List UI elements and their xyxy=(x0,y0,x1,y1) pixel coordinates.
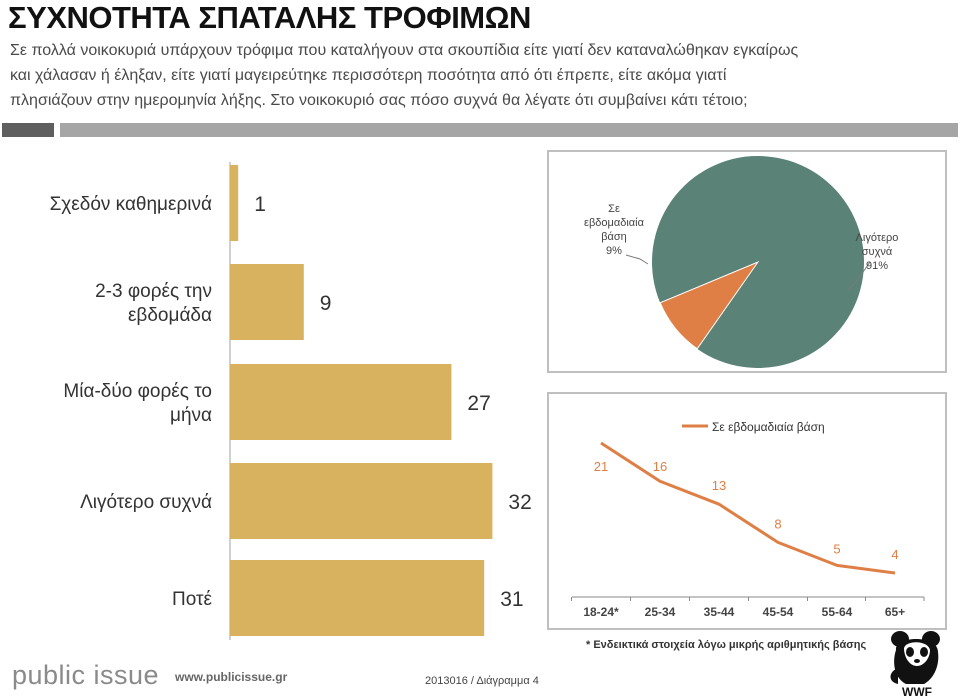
line-x-tick-label: 18-24* xyxy=(583,605,619,619)
pie-slice-label: εβδομαδιαία xyxy=(584,217,645,229)
header-rule-light xyxy=(60,123,958,137)
line-data-label: 8 xyxy=(774,516,781,531)
bar-value-label: 27 xyxy=(467,392,490,415)
line-data-label: 4 xyxy=(891,547,898,562)
line-data-label: 21 xyxy=(594,459,608,474)
footnote: * Ενδεικτικά στοιχεία λόγω μικρής αριθμη… xyxy=(586,639,867,651)
bar-category-label: μήνα xyxy=(170,405,212,426)
bar-category-label: Ποτέ xyxy=(172,589,213,610)
pie-leader-line xyxy=(847,261,871,291)
logo-wwf-text: WWF xyxy=(902,685,932,698)
line-x-tick-label: 65+ xyxy=(885,605,905,619)
bar-category-label: Λιγότερο συχνά xyxy=(80,492,212,513)
pie-slice-label: βάση xyxy=(601,231,627,243)
line-x-tick-label: 25-34 xyxy=(645,605,676,619)
page-title: ΣΥΧΝΟΤΗΤΑ ΣΠΑΤΑΛΗΣ ΤΡΟΦΙΜΩΝ xyxy=(8,0,531,35)
question-text: Σε πολλά νοικοκυριά υπάρχουν τρόφιμα που… xyxy=(10,38,930,113)
line-legend-label: Σε εβδομαδιαία βάση xyxy=(712,420,825,434)
bar-5 xyxy=(230,560,485,636)
line-data-label: 16 xyxy=(653,459,667,474)
bar-category-label: 2-3 φορές την xyxy=(95,281,212,302)
bar-value-label: 9 xyxy=(320,292,332,315)
bar-value-label: 31 xyxy=(500,588,523,611)
bar-category-label: εβδομάδα xyxy=(128,305,212,326)
line-x-tick-label: 45-54 xyxy=(763,605,794,619)
bar-4 xyxy=(230,463,493,539)
pie-percent-label: 91% xyxy=(866,260,888,272)
line-x-tick-label: 35-44 xyxy=(704,605,735,619)
bar-value-label: 32 xyxy=(508,491,531,514)
pie-leader-line xyxy=(625,254,649,265)
pie-slice-label: Λιγότερο xyxy=(856,232,899,244)
brand-logo: public issue xyxy=(12,660,160,690)
question-line: Σε πολλά νοικοκυριά υπάρχουν τρόφιμα που… xyxy=(10,42,799,59)
line-data-label: 13 xyxy=(712,478,726,493)
bar-2 xyxy=(230,264,304,340)
line-frame xyxy=(547,392,947,630)
panda-logo-icon: WWF xyxy=(890,631,940,698)
brand-url[interactable]: www.publicissue.gr xyxy=(175,670,288,684)
chart-code: 2013016 / Διάγραμμα 4 xyxy=(425,675,539,687)
question-line: πλησιάζουν στην ημερομηνία λήξης. Στο νο… xyxy=(10,92,748,109)
line-x-tick-label: 55-64 xyxy=(822,605,853,619)
bar-category-label: Μία-δύο φορές το xyxy=(63,381,212,402)
question-line: και χάλασαν ή έληξαν, είτε γιατί μαγειρε… xyxy=(10,67,727,84)
pie-slice-label: συχνά xyxy=(862,246,893,258)
header-rule-dark xyxy=(2,123,54,137)
pie-slice-weekly xyxy=(659,260,760,350)
bar-category-label: Σχεδόν καθημερινά xyxy=(50,194,212,215)
line-data-label: 5 xyxy=(833,541,840,556)
bar-value-label: 1 xyxy=(254,193,266,216)
pie-percent-label: 9% xyxy=(606,245,622,257)
line-series-weekly xyxy=(600,441,896,575)
bar-1 xyxy=(230,165,239,241)
pie-slice-label: Σε xyxy=(608,203,620,215)
bar-3 xyxy=(230,364,452,440)
